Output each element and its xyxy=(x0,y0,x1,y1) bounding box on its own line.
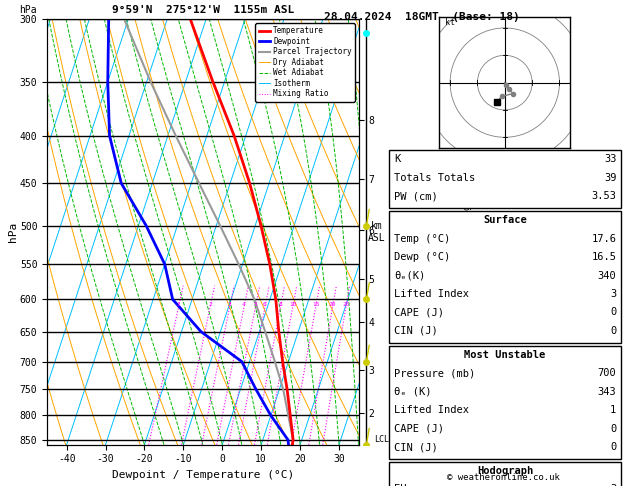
Text: 9°59'N  275°12'W  1155m ASL: 9°59'N 275°12'W 1155m ASL xyxy=(112,5,294,15)
Text: 1: 1 xyxy=(177,302,181,307)
Text: CIN (J): CIN (J) xyxy=(394,442,438,452)
Text: Temp (°C): Temp (°C) xyxy=(394,234,450,243)
Text: 33: 33 xyxy=(604,155,616,164)
Text: EH: EH xyxy=(394,485,406,486)
Text: © weatheronline.co.uk: © weatheronline.co.uk xyxy=(447,473,560,482)
Text: kt: kt xyxy=(445,18,455,27)
Text: CAPE (J): CAPE (J) xyxy=(394,424,443,434)
Text: 20: 20 xyxy=(329,302,337,307)
Text: 39: 39 xyxy=(604,173,616,183)
Y-axis label: hPa: hPa xyxy=(8,222,18,242)
Text: 8: 8 xyxy=(279,302,282,307)
Text: 1: 1 xyxy=(610,405,616,415)
Text: 0: 0 xyxy=(610,442,616,452)
Text: 700: 700 xyxy=(598,368,616,378)
Text: PW (cm): PW (cm) xyxy=(394,191,438,201)
Text: Hodograph: Hodograph xyxy=(477,466,533,476)
Text: Mixing Ratio (g/kg): Mixing Ratio (g/kg) xyxy=(463,185,472,279)
Text: 17.6: 17.6 xyxy=(591,234,616,243)
Text: 0: 0 xyxy=(610,308,616,317)
Text: Dewp (°C): Dewp (°C) xyxy=(394,252,450,262)
Text: 28.04.2024  18GMT  (Base: 18): 28.04.2024 18GMT (Base: 18) xyxy=(323,12,520,22)
Text: K: K xyxy=(394,155,400,164)
Text: 3: 3 xyxy=(610,289,616,299)
Text: 3: 3 xyxy=(610,485,616,486)
Text: 25: 25 xyxy=(342,302,350,307)
Text: θₑ (K): θₑ (K) xyxy=(394,387,431,397)
Text: Lifted Index: Lifted Index xyxy=(394,289,469,299)
Text: 2: 2 xyxy=(208,302,212,307)
Text: Most Unstable: Most Unstable xyxy=(464,350,546,360)
Text: 3.53: 3.53 xyxy=(591,191,616,201)
Text: Pressure (mb): Pressure (mb) xyxy=(394,368,475,378)
Text: 0: 0 xyxy=(610,326,616,336)
Text: 0: 0 xyxy=(610,424,616,434)
Text: 340: 340 xyxy=(598,271,616,280)
Text: 3: 3 xyxy=(228,302,231,307)
Text: 5: 5 xyxy=(253,302,257,307)
Text: Totals Totals: Totals Totals xyxy=(394,173,475,183)
Legend: Temperature, Dewpoint, Parcel Trajectory, Dry Adiabat, Wet Adiabat, Isotherm, Mi: Temperature, Dewpoint, Parcel Trajectory… xyxy=(255,23,355,102)
Text: 15: 15 xyxy=(312,302,320,307)
Text: hPa: hPa xyxy=(19,5,36,15)
Text: 10: 10 xyxy=(289,302,296,307)
Text: 343: 343 xyxy=(598,387,616,397)
Text: CAPE (J): CAPE (J) xyxy=(394,308,443,317)
Text: LCL: LCL xyxy=(374,434,389,444)
Y-axis label: km
ASL: km ASL xyxy=(368,221,386,243)
X-axis label: Dewpoint / Temperature (°C): Dewpoint / Temperature (°C) xyxy=(112,470,294,480)
Text: 16.5: 16.5 xyxy=(591,252,616,262)
Text: θₑ(K): θₑ(K) xyxy=(394,271,425,280)
Text: CIN (J): CIN (J) xyxy=(394,326,438,336)
Text: Lifted Index: Lifted Index xyxy=(394,405,469,415)
Text: 6: 6 xyxy=(263,302,267,307)
Text: Surface: Surface xyxy=(483,215,527,225)
Text: 4: 4 xyxy=(242,302,246,307)
